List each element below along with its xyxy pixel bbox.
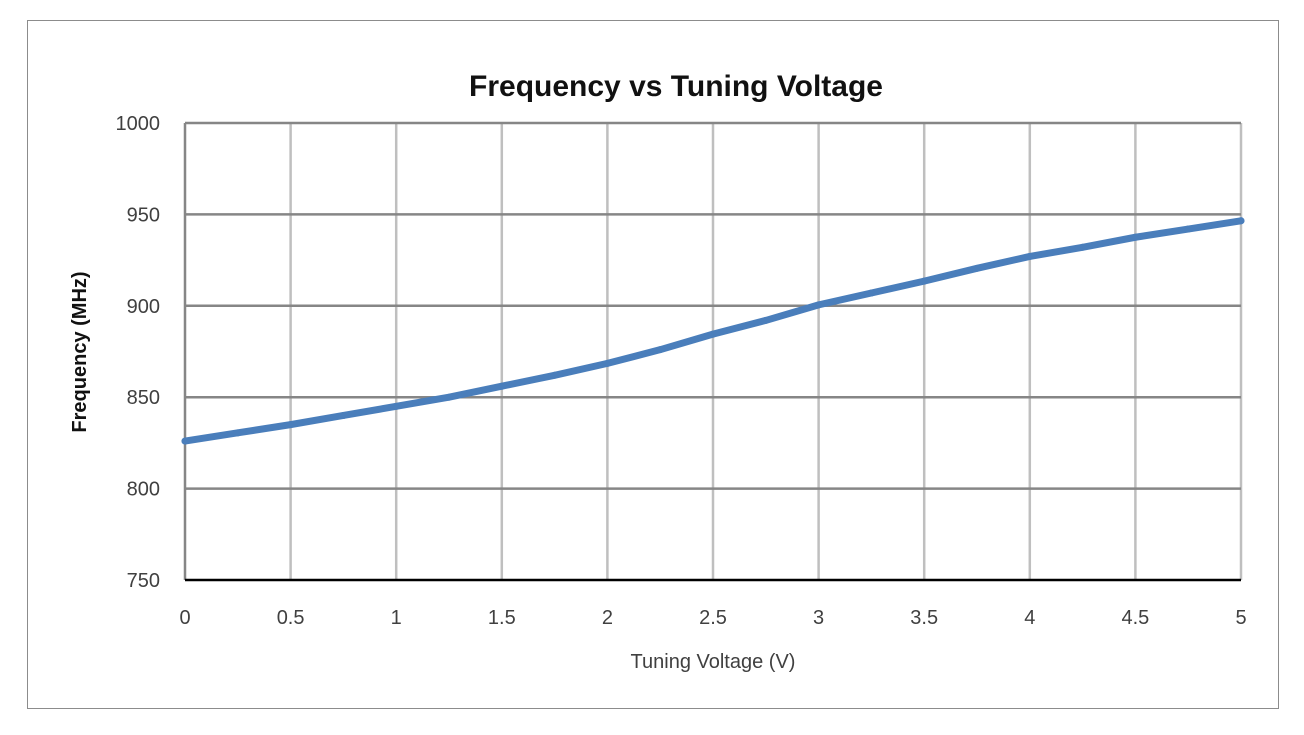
x-tick-label: 4 [1024,607,1035,629]
x-tick-label: 5 [1235,607,1246,629]
data-point [181,437,189,445]
gridlines [185,121,1243,580]
x-tick-label: 3.5 [910,607,938,629]
data-point [339,411,347,419]
x-tick-label: 2 [602,607,613,629]
data-point [287,421,295,429]
y-tick-label: 950 [127,204,160,226]
data-point [920,277,928,285]
data-point [551,371,559,379]
data-point [1026,252,1034,260]
data-point [815,301,823,309]
data-point [1131,233,1139,241]
x-tick-label: 4.5 [1121,607,1149,629]
x-tick-label: 3 [813,607,824,629]
x-tick-label: 0.5 [277,607,305,629]
data-point [445,393,453,401]
chart-frame [27,20,1279,709]
y-tick-label: 900 [127,296,160,318]
x-tick-label: 2.5 [699,607,727,629]
chart-title: Frequency vs Tuning Voltage [469,70,883,103]
y-tick-label: 1000 [116,113,161,135]
axes [183,123,1241,582]
data-point [1184,225,1192,233]
series-layer [181,217,1245,445]
y-tick-label: 850 [127,387,160,409]
data-point [656,346,664,354]
x-tick-label: 1.5 [488,607,516,629]
data-point [1237,217,1245,225]
data-point [973,264,981,272]
data-point [1079,243,1087,251]
data-point [603,359,611,367]
x-axis-label: Tuning Voltage (V) [631,651,796,673]
data-point [709,330,717,338]
data-point [392,402,400,410]
data-point [762,316,770,324]
tick-labels: 0 0.5 1 1.5 2 2.5 3 3.5 4 4.5 5 750 800 850 900 950 1000 [116,113,1247,629]
y-tick-label: 800 [127,479,160,501]
y-tick-label: 750 [127,570,160,592]
y-axis-label: Frequency (MHz) [69,271,91,432]
x-tick-label: 1 [391,607,402,629]
data-point [498,382,506,390]
x-tick-label: 0 [179,607,190,629]
data-point [867,289,875,297]
data-point [234,429,242,437]
